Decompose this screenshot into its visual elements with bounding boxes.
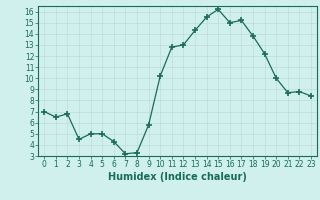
X-axis label: Humidex (Indice chaleur): Humidex (Indice chaleur) xyxy=(108,172,247,182)
